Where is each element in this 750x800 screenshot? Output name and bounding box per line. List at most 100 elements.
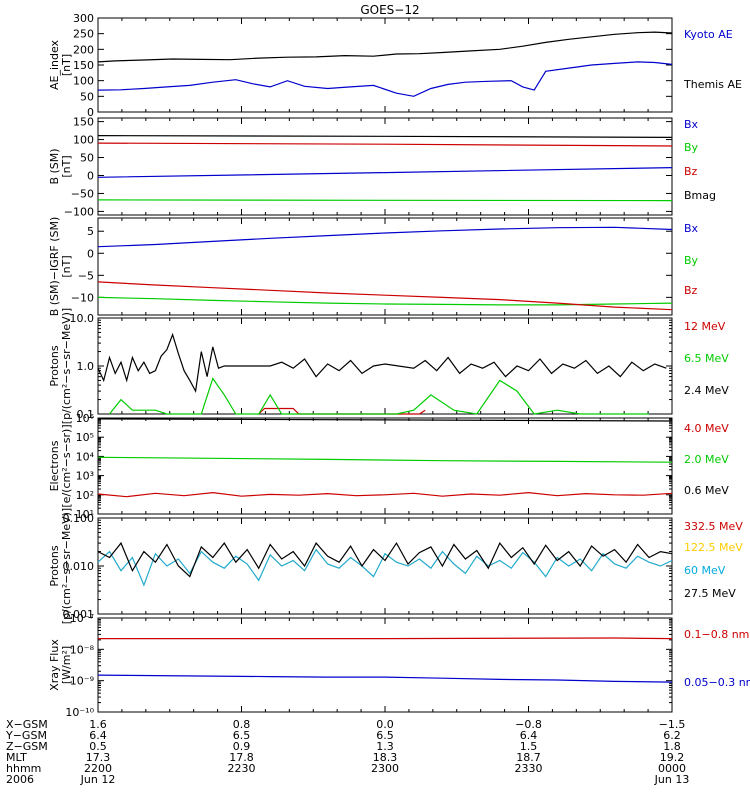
x-row-value: 0.5	[89, 740, 107, 753]
y-tick-label: 10⁻¹⁰	[65, 706, 94, 719]
y-tick-label: 300	[73, 12, 94, 25]
x-axis-ephemeris: X−GSM 1.6 0.8 0.0 −0.8 −1.5 Y−GSM 6.4 6.5 6.5 6.4 6…	[5, 718, 689, 786]
series-line-2-4-MeV	[97, 332, 667, 393]
x-row-value: Jun 13	[654, 773, 690, 786]
y-tick-label: 0.010	[63, 560, 95, 573]
x-row-value: 6.5	[233, 729, 251, 742]
x-row-value: 0000	[658, 762, 686, 775]
series-line-By	[97, 296, 673, 306]
legend-entry: 2.4 MeV	[684, 384, 729, 397]
series-line-4-0-MeV	[97, 491, 673, 498]
x-row-value: −1.5	[659, 718, 686, 731]
y-axis-label: B (SM)−IGRF (SM)[nT]	[48, 217, 73, 317]
x-row-value: 0.9	[233, 740, 251, 753]
panel-electrons: 10¹ 10² 10³ 10⁴ 10⁵ 10⁶Electrons[e/(cm²−s−sr)…	[48, 412, 729, 521]
series-line-27-5-MeV	[97, 541, 673, 578]
legend-entry: Bx	[684, 222, 699, 235]
panel-frame	[97, 317, 673, 415]
legend-entry: 0.6 MeV	[684, 484, 729, 497]
legend-entry: 60 MeV	[684, 564, 726, 577]
y-tick-label: 100	[73, 134, 94, 147]
x-row-value: 1.8	[663, 740, 681, 753]
x-row-value: 19.2	[660, 751, 685, 764]
x-row-value: 1.3	[376, 740, 394, 753]
x-row-value: 6.4	[520, 729, 538, 742]
x-row-value: Jun 12	[80, 773, 116, 786]
x-row-value: 0.0	[376, 718, 394, 731]
y-tick-label: 10⁶	[76, 412, 95, 425]
y-tick-label: 200	[73, 43, 94, 56]
y-tick-label: 10³	[76, 470, 94, 483]
x-row-value: 1.5	[520, 740, 538, 753]
x-row-value: −0.8	[515, 718, 542, 731]
y-tick-label: 10⁻⁷	[70, 612, 94, 625]
y-tick-label: 0.001	[63, 608, 95, 621]
y-tick-label: 250	[73, 28, 94, 41]
y-tick-label: 10.0	[70, 312, 95, 325]
x-row-value: 17.3	[86, 751, 111, 764]
series-line-6-5-MeV	[109, 377, 649, 415]
panel-frame	[97, 417, 673, 515]
series-line-0-6-MeV	[97, 418, 673, 422]
series-line-0-1-0-8-nm	[98, 637, 673, 640]
x-row-label: X−GSM	[6, 718, 48, 731]
series-line-Bz	[97, 281, 673, 311]
y-axis-label: Electrons[e/(cm²−s−sr)]	[48, 424, 73, 507]
panel-frame	[97, 617, 673, 713]
x-row-value: 2200	[84, 762, 112, 775]
panel-ae: 0 50 100 150 200 250 300 AE_index[nT] Kyoto AE Th…	[48, 12, 742, 119]
y-tick-label: 0.1	[77, 408, 95, 421]
panel-bsm-igrf: −10 −5 0 5 B (SM)−IGRF (SM)[nT] Bx By Bz	[48, 217, 699, 317]
series-line-Kyoto-AE	[97, 31, 673, 63]
y-tick-label: 10¹	[76, 508, 94, 521]
legend-entry: 2.0 MeV	[684, 453, 729, 466]
y-tick-label: −10	[71, 291, 94, 304]
x-row-label: Y−GSM	[5, 729, 47, 742]
legend-entry: 0.1−0.8 nm	[684, 628, 749, 641]
legend-entry: 4.0 MeV	[684, 422, 729, 435]
panel-protons-high: 0.001 0.010 0.100Protons[p/(cm²−s−sr−MeV)]…	[48, 508, 743, 624]
y-tick-label: −100	[64, 205, 94, 218]
legend-entry: 332.5 MeV	[684, 520, 743, 533]
x-row-value: 6.4	[89, 729, 107, 742]
x-row-value: 6.5	[376, 729, 394, 742]
legend-entry: 12 MeV	[684, 320, 726, 333]
series-line-Themis-AE	[97, 61, 673, 97]
y-axis-label: Protons[p/(cm²−s−sr−MeV)]	[48, 308, 73, 424]
series-line-0-05-0-3-nm	[97, 674, 673, 683]
legend-entry: Bz	[684, 165, 698, 178]
y-axis-label: AE_index[nT]	[48, 39, 73, 90]
x-row-value: 18.7	[516, 751, 541, 764]
y-tick-label: 0.100	[63, 512, 95, 525]
x-row-label: MLT	[6, 751, 27, 764]
legend-entry: Themis AE	[683, 78, 742, 91]
y-axis-label: Protons[p/(cm²−s−sr−MeV)]	[48, 508, 73, 624]
y-tick-label: −50	[71, 187, 94, 200]
legend-entry: Kyoto AE	[684, 28, 733, 41]
y-tick-label: 10⁵	[76, 431, 94, 444]
y-axis-label: Xray Flux[W/m²]	[48, 639, 73, 691]
x-row-value: 2230	[228, 762, 256, 775]
x-row-value: 6.2	[663, 729, 681, 742]
y-tick-label: 10²	[76, 489, 94, 502]
x-row-value: 17.8	[229, 751, 254, 764]
y-tick-label: 5	[87, 225, 94, 238]
legend-entry: Bmag	[684, 189, 716, 202]
figure-title: GOES−12	[360, 3, 419, 17]
y-tick-label: 150	[73, 59, 94, 72]
legend-entry: Bx	[684, 118, 699, 131]
y-tick-label: 0	[87, 247, 94, 260]
x-row-label: hhmm	[6, 762, 41, 775]
panel-xray: 10⁻¹⁰ 10⁻⁹ 10⁻⁸ 10⁻⁷ Xray Flux[W/m²] 0.1−0.8 …	[48, 612, 750, 719]
series-line-2-0-MeV	[97, 456, 673, 463]
x-row-value: 2300	[371, 762, 399, 775]
x-row-value: 18.3	[373, 751, 398, 764]
legend-entry: 6.5 MeV	[684, 352, 729, 365]
y-tick-label: 1.0	[77, 360, 95, 373]
legend-entry: 122.5 MeV	[684, 541, 743, 554]
y-tick-label: 100	[73, 75, 94, 88]
x-row-label: Z−GSM	[6, 740, 48, 753]
